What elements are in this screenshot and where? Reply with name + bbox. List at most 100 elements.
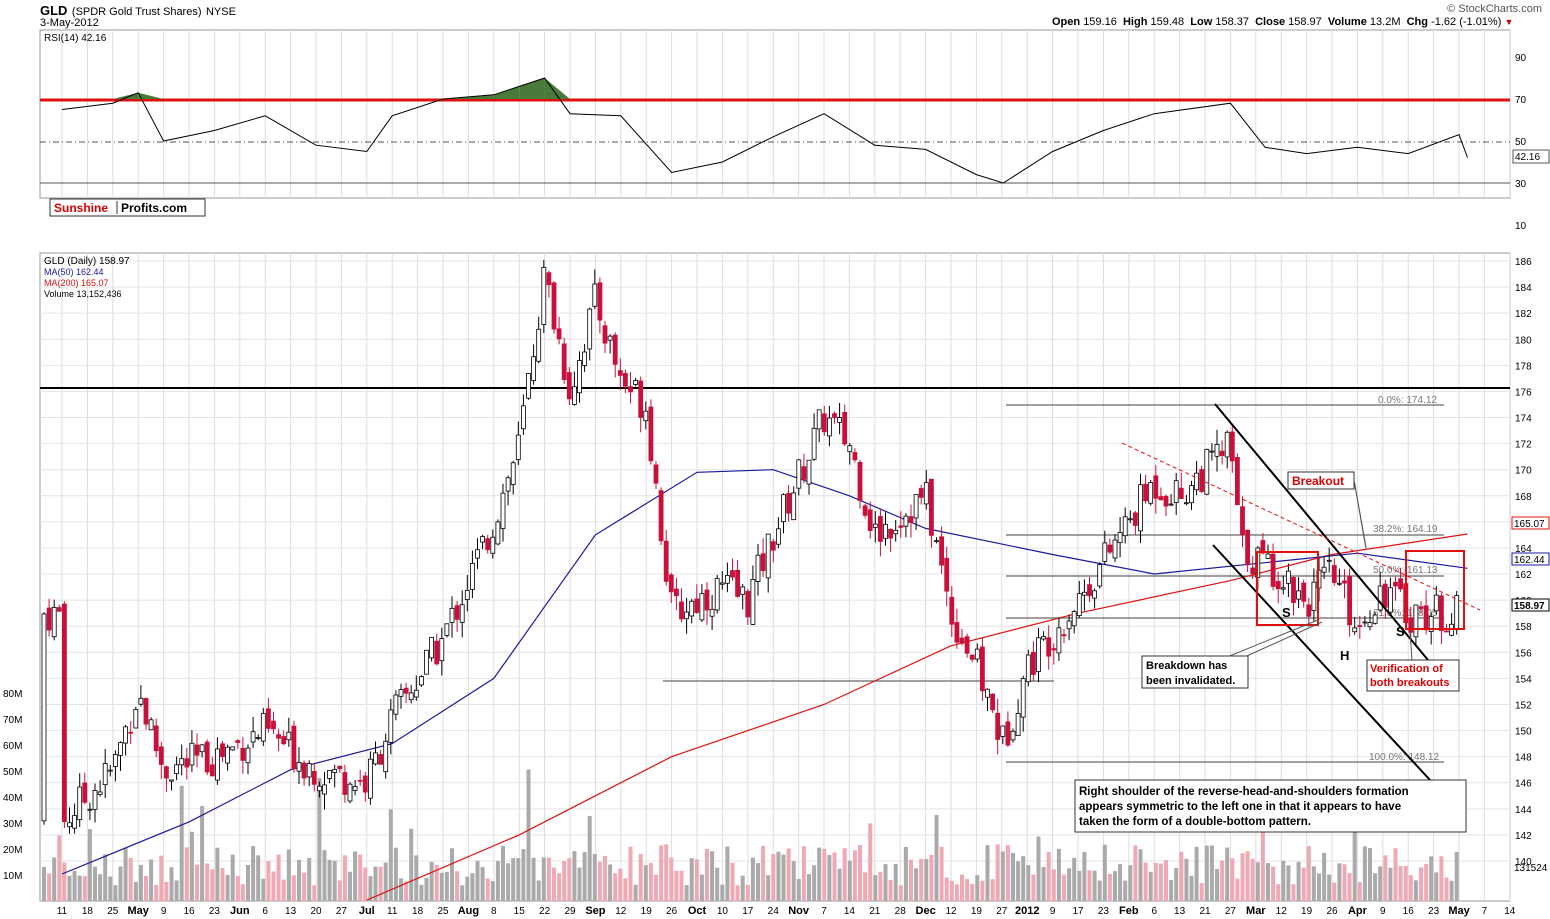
quote-bar: Open 159.16 High 159.48 Low 158.37 Close… [1052,16,1513,28]
candle-body [1117,532,1123,544]
candle-body [1148,482,1154,504]
volume-bar [903,846,908,901]
candle-body [515,434,521,460]
volume-bar [873,875,878,901]
candle-body [1087,584,1092,597]
candle-body [62,603,67,822]
x-tick-label: 9 [1050,906,1056,917]
volume-bar [399,878,403,901]
volume-bar [1179,851,1184,901]
ma200-badge [1511,516,1550,530]
breakdown-note-box [1141,655,1249,689]
volume-bar [643,865,648,901]
volume-bar [740,875,745,901]
volume-bar [531,857,536,901]
candle-body [158,746,164,765]
candle-body [245,747,251,764]
x-tick-label: 12 [945,906,957,917]
candle-body [1214,444,1220,457]
candle-body [658,490,664,542]
x-tick-label: 27 [996,906,1008,917]
volume-bar [776,851,781,901]
volume-bar [572,851,577,901]
rsi-grid [61,30,1511,198]
candle-body [714,578,720,611]
open-value: 159.16 [1083,16,1117,28]
candle-body [393,694,399,715]
candle-body [143,698,149,725]
volume-bar [373,866,378,901]
left-shoulder-letter: S [1282,605,1291,620]
volume-bar [705,848,709,901]
volume-bar [184,847,189,901]
volume-bar [669,857,674,901]
volume-bar [863,872,868,901]
candle-body [1347,576,1352,626]
candle-body [480,536,486,543]
volume-bar [1189,875,1194,901]
volume-bar [965,879,970,901]
volume-bar [1362,846,1367,901]
volume-bar [195,864,199,901]
volume-bar [898,885,903,901]
candle-body [985,688,990,698]
volume-bar [1352,784,1357,901]
candle-body [745,590,751,618]
candle-body [1224,431,1230,458]
candle-body [1127,518,1133,521]
candle-body [46,607,52,631]
main-note-box [1074,779,1467,833]
volume-bar [133,882,138,901]
candle-body [174,764,180,774]
volume-bar [261,878,266,901]
price-tick-label: 144 [1515,805,1532,816]
candle-body [689,600,695,617]
x-tick-label: May [127,905,149,917]
candle-body [546,272,552,286]
candle-body [582,351,587,366]
x-tick-label: 24 [768,906,780,917]
x-tick-label: 27 [336,906,348,917]
candle-body [373,752,378,765]
right-shoulder-letter: S [1396,624,1405,639]
volume-bar [1011,853,1015,901]
main-note-line3: taken the form of a double-bottom patter… [1079,816,1311,828]
volume-tick-label: 40M [3,793,22,804]
logo-sunshine: Sunshine [54,201,108,215]
rsi-frame [39,29,1511,199]
candle-body [561,343,567,380]
volume-bar [169,867,174,901]
candle-body [454,605,460,620]
candle-body [668,574,674,593]
candle-body [643,410,649,422]
price-tick-label: 156 [1515,648,1532,659]
candle-body [1056,627,1062,654]
candle-body [526,373,531,399]
price-tick-label: 170 [1515,466,1532,477]
x-tick-label: Dec [916,905,936,917]
candle-body [1306,604,1312,617]
volume-bar [1393,848,1398,901]
volume-bar [715,867,720,901]
candle-body [551,282,557,330]
candle-body [138,697,144,705]
volume-bar [506,863,511,901]
candle-body [1260,540,1266,554]
volume-bar [1439,856,1444,901]
volume-bar [1322,852,1327,901]
candle-body [1357,625,1363,627]
candle-body [811,427,817,460]
volume-bar [235,876,240,901]
verification-note-line1: Verification of [1370,663,1443,675]
x-tick-label: 10 [717,906,729,917]
candle-body [1163,495,1169,507]
volume-bar [1286,865,1291,901]
candle-body [189,742,195,766]
candle-body [653,464,659,484]
volume-bar [745,884,750,901]
volume-bar [761,845,766,901]
volume-bar [276,854,281,901]
rsi-overbought-segment [519,78,545,99]
candle-body [694,598,700,613]
candle-body [862,505,868,516]
